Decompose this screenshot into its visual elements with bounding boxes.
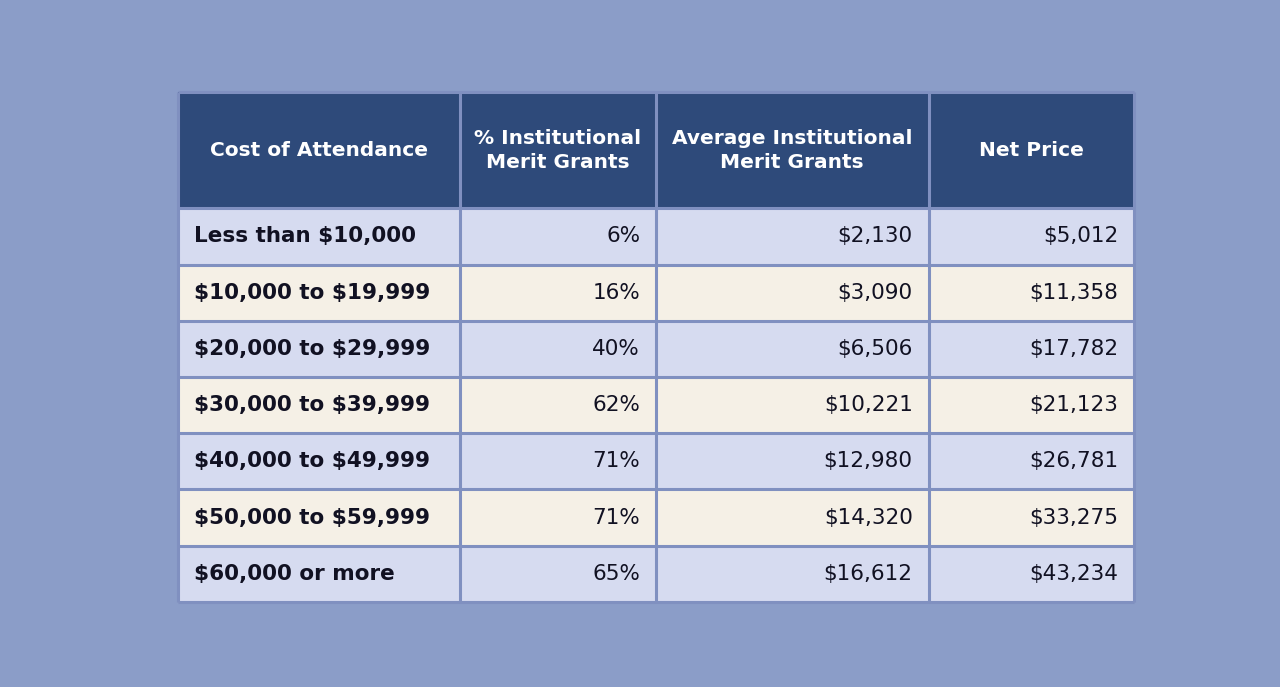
Text: Less than \$10,000: Less than \$10,000 [193, 227, 416, 247]
Text: % Institutional
Merit Grants: % Institutional Merit Grants [475, 128, 641, 172]
Text: 62%: 62% [593, 395, 640, 415]
Text: \$21,123: \$21,123 [1029, 395, 1119, 415]
Text: \$43,234: \$43,234 [1029, 564, 1119, 584]
Text: \$6,506: \$6,506 [837, 339, 913, 359]
Text: 65%: 65% [593, 564, 640, 584]
Text: \$26,781: \$26,781 [1029, 451, 1119, 471]
Text: \$30,000 to \$39,999: \$30,000 to \$39,999 [193, 395, 430, 415]
Text: \$12,980: \$12,980 [823, 451, 913, 471]
Text: \$10,000 to \$19,999: \$10,000 to \$19,999 [193, 282, 430, 303]
Text: \$14,320: \$14,320 [824, 508, 913, 528]
Text: \$40,000 to \$49,999: \$40,000 to \$49,999 [193, 451, 430, 471]
Text: 40%: 40% [593, 339, 640, 359]
Text: Net Price: Net Price [979, 141, 1084, 159]
Text: Cost of Attendance: Cost of Attendance [210, 141, 428, 159]
Text: \$33,275: \$33,275 [1029, 508, 1119, 528]
Text: 6%: 6% [605, 227, 640, 247]
Text: 16%: 16% [593, 282, 640, 303]
Text: \$11,358: \$11,358 [1029, 282, 1119, 303]
Text: \$60,000 or more: \$60,000 or more [193, 564, 394, 584]
Text: \$16,612: \$16,612 [823, 564, 913, 584]
Text: \$50,000 to \$59,999: \$50,000 to \$59,999 [193, 508, 430, 528]
Text: \$20,000 to \$29,999: \$20,000 to \$29,999 [193, 339, 430, 359]
Text: 71%: 71% [593, 451, 640, 471]
Text: \$3,090: \$3,090 [837, 282, 913, 303]
Text: \$17,782: \$17,782 [1029, 339, 1119, 359]
Text: Average Institutional
Merit Grants: Average Institutional Merit Grants [672, 128, 913, 172]
Text: \$10,221: \$10,221 [824, 395, 913, 415]
Text: \$2,130: \$2,130 [837, 227, 913, 247]
Text: \$5,012: \$5,012 [1043, 227, 1119, 247]
Text: 71%: 71% [593, 508, 640, 528]
